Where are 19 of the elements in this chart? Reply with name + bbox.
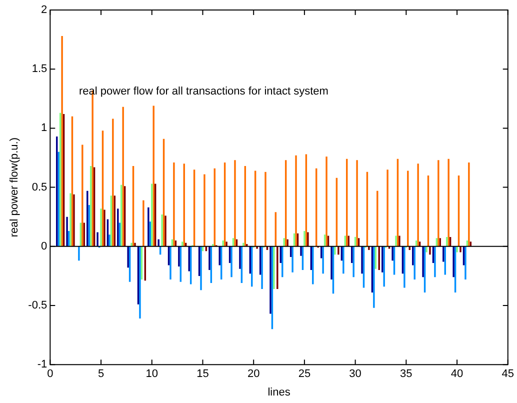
y-tick-label: 2	[41, 4, 48, 16]
y-tick-label: 1.5	[32, 63, 48, 76]
x-tick-label: 20	[247, 368, 260, 380]
x-tick-label: 5	[98, 368, 104, 380]
x-axis-title: lines	[268, 386, 291, 398]
y-axis-title: real power flow(p.u.)	[8, 137, 21, 238]
annotation: real power flow for all transactions for intact system	[78, 86, 328, 98]
x-tick-label: 40	[450, 368, 464, 380]
x-tick-label: 25	[298, 368, 311, 380]
y-tick-label: -0.5	[28, 300, 48, 312]
y-tick-label: 1	[41, 122, 48, 134]
x-tick-label: 15	[196, 368, 209, 380]
x-tick-label: 10	[146, 368, 158, 380]
y-tick-label: -1	[37, 358, 48, 371]
y-tick-label: 0.5	[32, 181, 48, 194]
x-tick-label: 35	[400, 368, 412, 380]
x-tick-label: 30	[349, 368, 362, 380]
y-tick-label: 0	[41, 240, 48, 252]
x-tick-label: 45	[502, 368, 514, 380]
